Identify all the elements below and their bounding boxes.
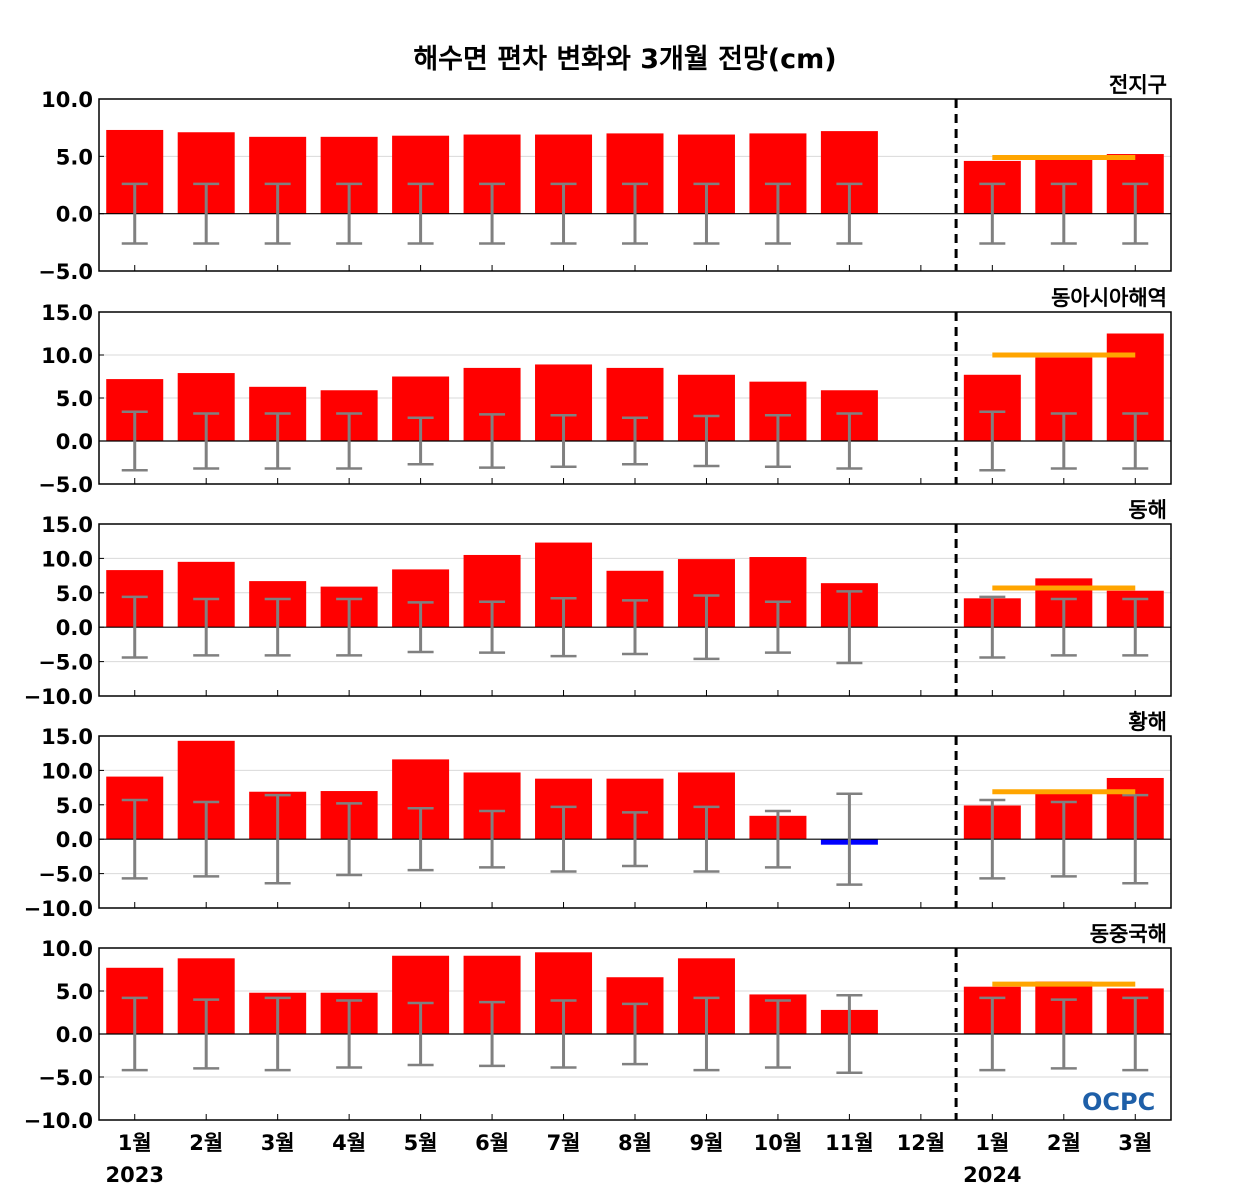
y-tick-label: 10.0 (41, 759, 93, 783)
x-tick-label: 7월 (547, 1131, 581, 1155)
y-tick-label: 5.0 (56, 980, 93, 1004)
year-label: 2024 (963, 1163, 1021, 1187)
year-label: 2023 (106, 1163, 164, 1187)
y-tick-label: 10.0 (41, 937, 93, 961)
panel-1: 10.0 5.0 0.0 −5.0 전지구 (38, 73, 1172, 284)
y-tick-label: 0.0 (56, 1023, 93, 1047)
panel-3: 15.0 10.0 5.0 0.0 −5.0 −10.0 동해 (24, 498, 1172, 709)
x-tick-label: 3월 (1118, 1131, 1152, 1155)
x-tick-label: 4월 (332, 1131, 366, 1155)
y-tick-label: −10.0 (24, 685, 93, 709)
y-tick-label: 15.0 (41, 301, 93, 325)
x-tick-label: 11월 (825, 1131, 874, 1155)
x-tick-label: 2월 (189, 1131, 223, 1155)
x-tick-label: 1월 (118, 1131, 152, 1155)
y-tick-label: 5.0 (56, 145, 93, 169)
logo-text: OCPC (1082, 1088, 1155, 1116)
region-label: 동해 (1128, 498, 1167, 522)
region-label: 동중국해 (1090, 922, 1167, 946)
y-tick-label: 0.0 (56, 616, 93, 640)
chart-panels: 10.0 5.0 0.0 −5.0 전지구 15.0 10.0 5.0 0.0 −5.0 동아시아해… (24, 73, 1172, 1133)
x-tick-label: 9월 (689, 1131, 723, 1155)
ocpc-logo: OCPC (1082, 1088, 1155, 1116)
y-tick-label: −5.0 (38, 863, 93, 887)
x-axis-labels: 1월 2월 3월 4월 5월 6월 7월 8월 9월 10월 11월 12월 1월 2월 3월 2023 202… (106, 1131, 1153, 1187)
y-tick-label: −5.0 (38, 1066, 93, 1090)
y-tick-label: 10.0 (41, 88, 93, 112)
x-tick-label: 3월 (261, 1131, 295, 1155)
x-tick-label: 12월 (897, 1131, 946, 1155)
x-tick-label: 6월 (475, 1131, 509, 1155)
y-tick-label: 15.0 (41, 725, 93, 749)
y-tick-label: −5.0 (38, 651, 93, 675)
region-label: 전지구 (1109, 73, 1167, 97)
y-tick-label: 5.0 (56, 582, 93, 606)
y-tick-label: 15.0 (41, 513, 93, 537)
y-tick-label: 0.0 (56, 203, 93, 227)
panel-4: 15.0 10.0 5.0 0.0 −5.0 −10.0 황해 (24, 710, 1172, 921)
y-tick-label: −5.0 (38, 260, 93, 284)
y-tick-label: 0.0 (56, 828, 93, 852)
y-tick-label: 10.0 (41, 344, 93, 368)
x-tick-label: 2월 (1047, 1131, 1081, 1155)
y-tick-label: 5.0 (56, 794, 93, 818)
y-tick-label: −5.0 (38, 473, 93, 497)
x-tick-label: 8월 (618, 1131, 652, 1155)
y-tick-label: −10.0 (24, 1109, 93, 1133)
y-tick-label: 5.0 (56, 387, 93, 411)
y-tick-label: 10.0 (41, 547, 93, 571)
chart-title: 해수면 편차 변화와 3개월 전망(cm) (413, 44, 836, 75)
y-tick-label: 0.0 (56, 430, 93, 454)
x-tick-label: 5월 (404, 1131, 438, 1155)
x-tick-label: 10월 (754, 1131, 803, 1155)
x-tick-label: 1월 (975, 1131, 1009, 1155)
y-tick-label: −10.0 (24, 897, 93, 921)
region-label: 황해 (1128, 710, 1167, 734)
region-label: 동아시아해역 (1051, 286, 1167, 310)
panel-5: 10.0 5.0 0.0 −5.0 −10.0 동중국해 (24, 922, 1172, 1133)
panel-2: 15.0 10.0 5.0 0.0 −5.0 동아시아해역 (38, 286, 1172, 497)
